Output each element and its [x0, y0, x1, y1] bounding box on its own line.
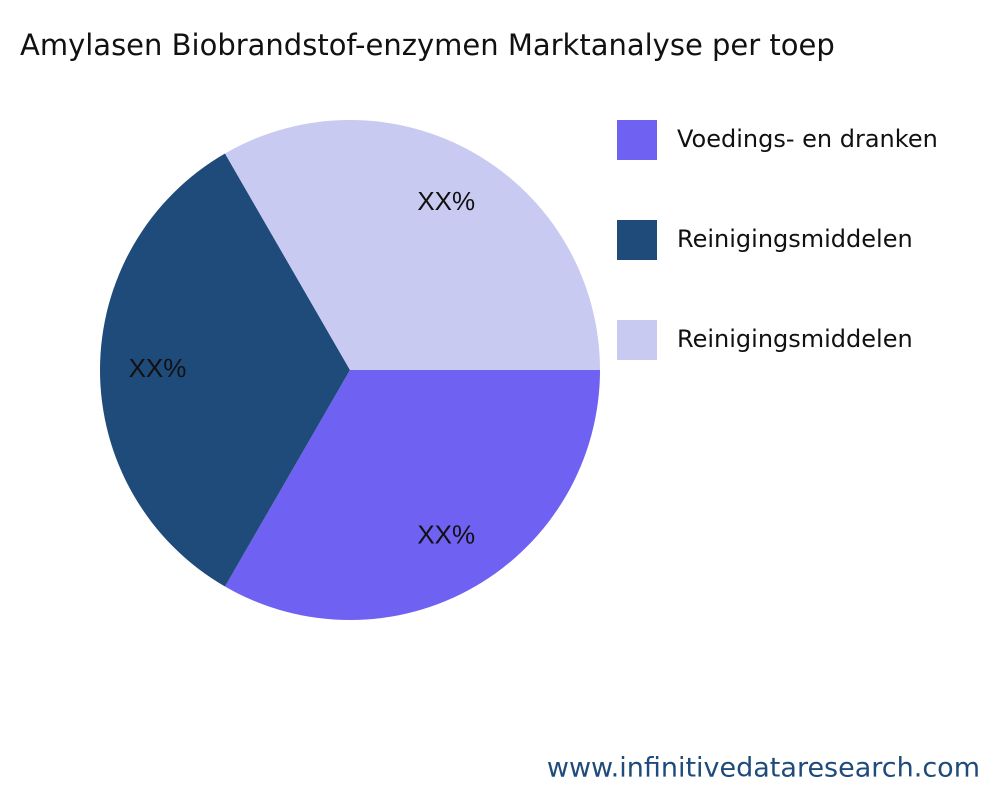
legend-label: Reinigingsmiddelen: [677, 225, 913, 253]
legend-label: Reinigingsmiddelen: [677, 325, 913, 353]
legend-swatch: [617, 120, 657, 160]
slice-label: XX%: [129, 353, 187, 383]
pie: XX% XX% XX%: [100, 119, 600, 620]
slice-label: XX%: [417, 186, 475, 216]
pie-slice: [225, 119, 600, 370]
slice-label: XX%: [417, 520, 475, 550]
pie-slice: [225, 370, 600, 620]
legend-label: Voedings- en dranken: [677, 125, 938, 153]
chart-title: Amylasen Biobrandstof-enzymen Marktanaly…: [20, 28, 835, 62]
source-url: www.infinitivedataresearch.com: [547, 753, 980, 784]
legend-swatch: [617, 320, 657, 360]
legend-swatch: [617, 220, 657, 260]
legend: Voedings- en dranken Reinigingsmiddelen Re…: [617, 120, 938, 360]
